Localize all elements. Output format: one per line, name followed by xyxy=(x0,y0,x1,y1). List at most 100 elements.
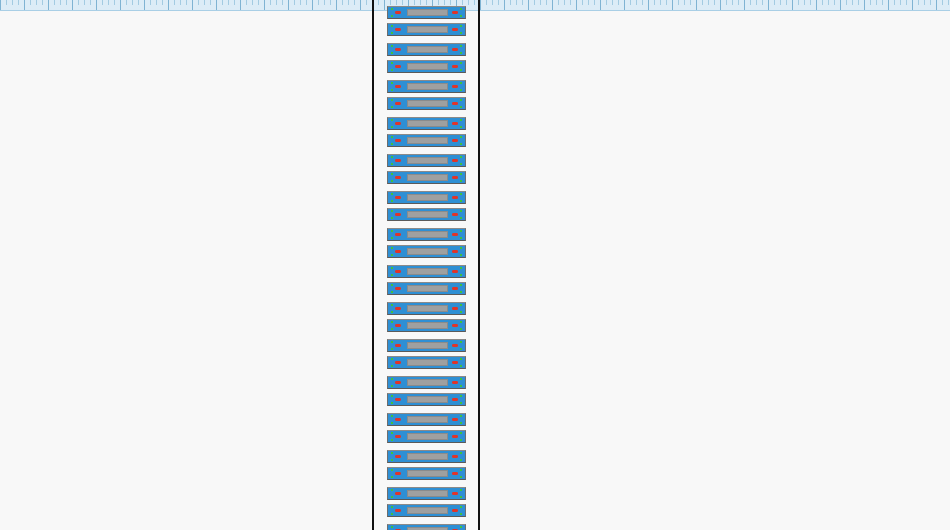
row-item[interactable] xyxy=(387,450,466,463)
horizontal-ruler[interactable] xyxy=(0,0,950,11)
row-item[interactable] xyxy=(387,504,466,517)
guide-line-right[interactable] xyxy=(478,0,480,530)
row-handle-left-icon[interactable] xyxy=(395,48,401,51)
row-handle-left-icon[interactable] xyxy=(395,435,401,438)
row-item[interactable] xyxy=(387,467,466,480)
row-item[interactable] xyxy=(387,413,466,426)
row-handle-right-icon[interactable] xyxy=(452,122,458,125)
row-handle-left-icon[interactable] xyxy=(395,85,401,88)
row-item[interactable] xyxy=(387,43,466,56)
row-corner-tl-icon xyxy=(391,230,393,232)
row-item[interactable] xyxy=(387,208,466,221)
ruler-tick-minor xyxy=(828,0,829,5)
row-handle-right-icon[interactable] xyxy=(452,102,458,105)
ruler-tick-major xyxy=(744,0,745,10)
row-handle-left-icon[interactable] xyxy=(395,361,401,364)
row-item[interactable] xyxy=(387,302,466,315)
row-handle-left-icon[interactable] xyxy=(395,418,401,421)
row-handle-right-icon[interactable] xyxy=(452,472,458,475)
row-item[interactable] xyxy=(387,265,466,278)
row-item[interactable] xyxy=(387,154,466,167)
row-handle-left-icon[interactable] xyxy=(395,307,401,310)
row-handle-right-icon[interactable] xyxy=(452,85,458,88)
ruler-tick-minor xyxy=(642,0,643,5)
row-handle-left-icon[interactable] xyxy=(395,270,401,273)
row-handle-left-icon[interactable] xyxy=(395,287,401,290)
row-item[interactable] xyxy=(387,487,466,500)
row-handle-left-icon[interactable] xyxy=(395,250,401,253)
row-handle-left-icon[interactable] xyxy=(395,398,401,401)
row-handle-right-icon[interactable] xyxy=(452,213,458,216)
row-item[interactable] xyxy=(387,319,466,332)
row-handle-right-icon[interactable] xyxy=(452,455,458,458)
row-item[interactable] xyxy=(387,228,466,241)
row-handle-left-icon[interactable] xyxy=(395,28,401,31)
row-item[interactable] xyxy=(387,191,466,204)
row-item[interactable] xyxy=(387,97,466,110)
row-handle-left-icon[interactable] xyxy=(395,233,401,236)
row-handle-right-icon[interactable] xyxy=(452,361,458,364)
row-handle-left-icon[interactable] xyxy=(395,11,401,14)
ruler-tick-major xyxy=(96,0,97,10)
row-item[interactable] xyxy=(387,393,466,406)
row-handle-left-icon[interactable] xyxy=(395,492,401,495)
row-handle-right-icon[interactable] xyxy=(452,65,458,68)
row-handle-right-icon[interactable] xyxy=(452,139,458,142)
row-handle-right-icon[interactable] xyxy=(452,196,458,199)
row-corner-bl-icon xyxy=(391,15,393,17)
row-handle-left-icon[interactable] xyxy=(395,344,401,347)
row-item[interactable] xyxy=(387,282,466,295)
row-handle-right-icon[interactable] xyxy=(452,28,458,31)
row-item[interactable] xyxy=(387,245,466,258)
row-handle-right-icon[interactable] xyxy=(452,492,458,495)
row-handle-left-icon[interactable] xyxy=(395,139,401,142)
row-corner-bl-icon xyxy=(391,180,393,182)
row-item[interactable] xyxy=(387,117,466,130)
row-item[interactable] xyxy=(387,339,466,352)
row-handle-left-icon[interactable] xyxy=(395,176,401,179)
row-handle-right-icon[interactable] xyxy=(452,435,458,438)
row-item[interactable] xyxy=(387,524,466,530)
row-handle-right-icon[interactable] xyxy=(452,324,458,327)
row-handle-left-icon[interactable] xyxy=(395,213,401,216)
row-handle-left-icon[interactable] xyxy=(395,102,401,105)
row-handle-left-icon[interactable] xyxy=(395,122,401,125)
row-handle-left-icon[interactable] xyxy=(395,381,401,384)
row-handle-left-icon[interactable] xyxy=(395,455,401,458)
row-handle-right-icon[interactable] xyxy=(452,307,458,310)
row-handle-right-icon[interactable] xyxy=(452,48,458,51)
row-handle-left-icon[interactable] xyxy=(395,324,401,327)
guide-line-left[interactable] xyxy=(372,0,374,530)
ruler-tick-major xyxy=(0,0,1,10)
row-corner-tl-icon xyxy=(391,62,393,64)
row-handle-left-icon[interactable] xyxy=(395,509,401,512)
canvas-area[interactable] xyxy=(0,11,950,530)
ruler-tick-minor xyxy=(318,0,319,5)
row-handle-right-icon[interactable] xyxy=(452,11,458,14)
ruler-tick-minor xyxy=(474,0,475,5)
row-handle-right-icon[interactable] xyxy=(452,270,458,273)
row-handle-right-icon[interactable] xyxy=(452,398,458,401)
row-item[interactable] xyxy=(387,80,466,93)
row-handle-right-icon[interactable] xyxy=(452,287,458,290)
row-handle-right-icon[interactable] xyxy=(452,381,458,384)
row-handle-right-icon[interactable] xyxy=(452,250,458,253)
row-handle-right-icon[interactable] xyxy=(452,418,458,421)
row-item[interactable] xyxy=(387,171,466,184)
row-handle-right-icon[interactable] xyxy=(452,159,458,162)
row-item[interactable] xyxy=(387,356,466,369)
row-handle-right-icon[interactable] xyxy=(452,233,458,236)
row-handle-left-icon[interactable] xyxy=(395,159,401,162)
row-handle-right-icon[interactable] xyxy=(452,344,458,347)
row-item[interactable] xyxy=(387,23,466,36)
row-item[interactable] xyxy=(387,134,466,147)
row-handle-left-icon[interactable] xyxy=(395,472,401,475)
row-handle-left-icon[interactable] xyxy=(395,65,401,68)
row-handle-right-icon[interactable] xyxy=(452,509,458,512)
row-item[interactable] xyxy=(387,376,466,389)
row-handle-left-icon[interactable] xyxy=(395,196,401,199)
row-item[interactable] xyxy=(387,6,466,19)
row-item[interactable] xyxy=(387,60,466,73)
row-handle-right-icon[interactable] xyxy=(452,176,458,179)
row-item[interactable] xyxy=(387,430,466,443)
